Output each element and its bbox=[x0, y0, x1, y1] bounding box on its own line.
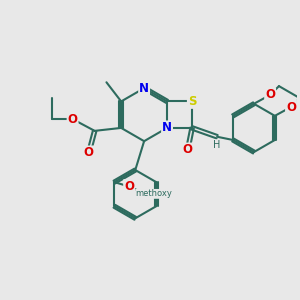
Text: methoxy: methoxy bbox=[136, 189, 172, 198]
Text: S: S bbox=[188, 95, 196, 108]
Text: O: O bbox=[68, 112, 78, 126]
Text: O: O bbox=[84, 146, 94, 159]
Text: O: O bbox=[124, 180, 134, 193]
Text: O: O bbox=[265, 88, 275, 101]
Text: N: N bbox=[139, 82, 149, 95]
Text: O: O bbox=[183, 143, 193, 157]
Text: H: H bbox=[213, 140, 221, 150]
Text: O: O bbox=[286, 100, 296, 113]
Text: N: N bbox=[162, 122, 172, 134]
